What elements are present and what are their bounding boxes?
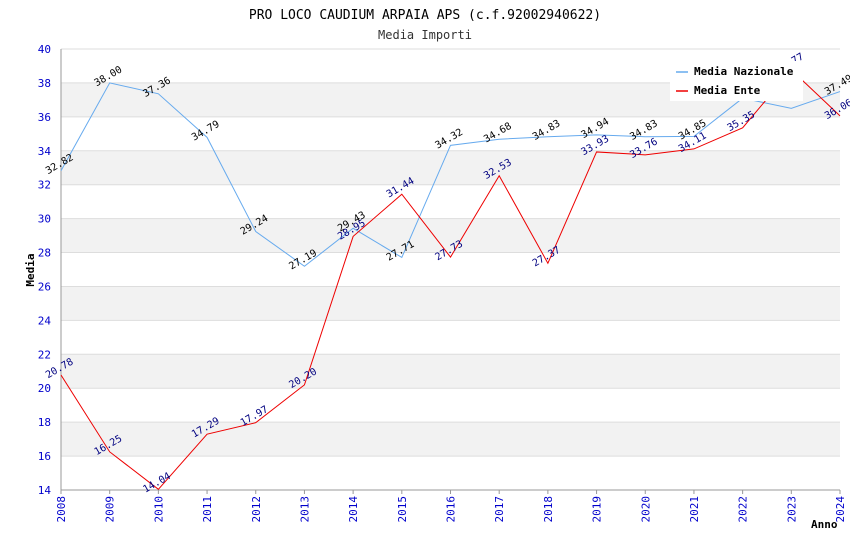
gridlines — [61, 48, 840, 491]
plot-band — [61, 150, 840, 185]
x-tick-label: 2015 — [396, 496, 409, 523]
plot-background — [61, 49, 840, 490]
x-tick-label: 2009 — [104, 496, 117, 523]
x-tick-label: 2023 — [785, 496, 798, 523]
x-tick-label: 2024 — [834, 496, 847, 523]
x-tick-label: 2017 — [493, 496, 506, 523]
x-tick-label: 2014 — [347, 496, 360, 523]
y-tick-label: 38 — [38, 77, 51, 90]
x-tick-label: 2013 — [298, 496, 311, 523]
x-tick-label: 2020 — [639, 496, 652, 523]
x-tick-label: 2008 — [55, 496, 68, 523]
y-axis-title: Media — [24, 253, 37, 286]
x-tick-label: 2016 — [445, 496, 458, 523]
plot-band — [61, 218, 840, 253]
y-tick-labels: 14 16 18 20 22 24 26 28 30 32 34 36 38 40 — [38, 43, 52, 497]
x-tick-label: 2021 — [688, 496, 701, 523]
plot-band — [61, 252, 840, 287]
legend: Media Nazionale Media Ente — [670, 61, 803, 101]
plot-band — [61, 286, 840, 321]
chart-subtitle: Media Importi — [378, 28, 472, 42]
y-tick-label: 32 — [38, 179, 51, 192]
y-tick-label: 16 — [38, 450, 51, 463]
plot-band — [61, 422, 840, 457]
legend-box — [670, 61, 803, 101]
legend-label-media-ente: Media Ente — [694, 84, 761, 97]
plot-band — [61, 456, 840, 490]
x-tick-label: 2010 — [152, 496, 165, 523]
x-tick-labels: 2008 2009 2010 2011 2012 2013 2014 2015 2016 2017… — [55, 490, 847, 523]
plot-band — [61, 354, 840, 389]
plot-band — [61, 184, 840, 219]
x-tick-label: 2022 — [737, 496, 750, 523]
y-tick-label: 40 — [38, 43, 51, 56]
plot-band — [61, 388, 840, 423]
series-line-media-ente — [60, 69, 841, 491]
y-tick-label: 24 — [38, 314, 52, 327]
y-tick-label: 22 — [38, 348, 51, 361]
y-tick-label: 28 — [38, 247, 51, 260]
y-tick-label: 34 — [38, 145, 52, 158]
x-tick-label: 2019 — [591, 496, 604, 523]
y-tick-label: 30 — [38, 213, 51, 226]
plot-band — [61, 320, 840, 355]
y-tick-label: 36 — [38, 111, 51, 124]
chart-title: PRO LOCO CAUDIUM ARPAIA APS (c.f.9200294… — [249, 8, 601, 23]
y-tick-label: 14 — [38, 484, 52, 497]
y-tick-label: 26 — [38, 280, 51, 293]
x-tick-label: 2012 — [250, 496, 263, 523]
x-axis-title: Anno — [811, 518, 838, 531]
legend-label-media-nazionale: Media Nazionale — [694, 65, 794, 78]
y-tick-label: 18 — [38, 416, 51, 429]
y-tick-label: 20 — [38, 382, 51, 395]
series-lines — [60, 69, 841, 491]
series-line-media-nazionale — [60, 82, 841, 267]
x-tick-label: 2018 — [542, 496, 555, 523]
x-tick-label: 2011 — [201, 496, 214, 523]
